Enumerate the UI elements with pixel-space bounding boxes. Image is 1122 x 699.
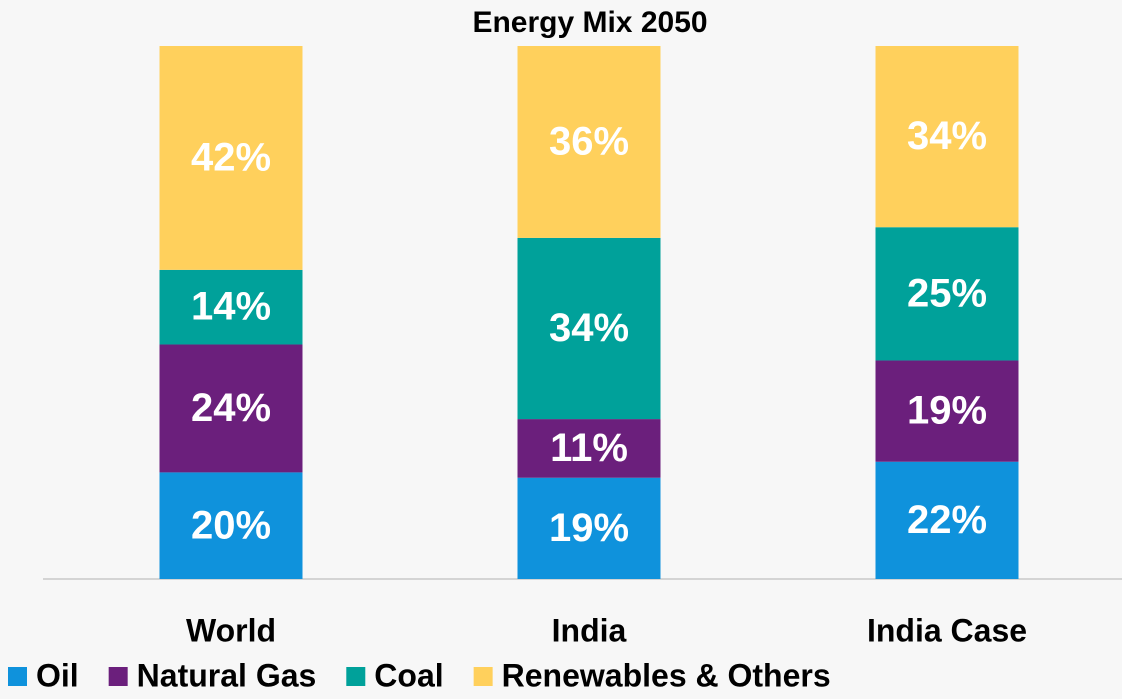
data-label: 22% bbox=[907, 498, 987, 542]
data-label: 11% bbox=[550, 426, 628, 470]
data-label: 42% bbox=[191, 135, 271, 179]
data-label: 19% bbox=[549, 506, 629, 550]
x-tick-label: India Case bbox=[867, 612, 1027, 648]
legend-swatch bbox=[108, 667, 128, 686]
legend-label: Natural Gas bbox=[137, 657, 317, 693]
bar-segment bbox=[875, 360, 1019, 462]
data-label: 14% bbox=[191, 285, 271, 329]
data-label: 25% bbox=[907, 271, 987, 315]
bar-segment bbox=[875, 227, 1019, 361]
bar-segment bbox=[517, 237, 661, 420]
legend-swatch bbox=[473, 667, 493, 686]
data-label: 36% bbox=[549, 120, 629, 164]
legend-swatch bbox=[8, 667, 27, 686]
bar-segment bbox=[159, 472, 303, 579]
bar-segment bbox=[159, 344, 303, 473]
legend-swatch bbox=[346, 667, 366, 686]
bar-segment bbox=[517, 419, 661, 478]
bar-segment bbox=[875, 461, 1019, 579]
data-label: 34% bbox=[549, 306, 629, 350]
bar-segment bbox=[159, 269, 303, 345]
legend-label: Coal bbox=[374, 657, 443, 693]
bar-segment bbox=[159, 46, 303, 270]
data-label: 19% bbox=[907, 389, 987, 433]
data-label: 24% bbox=[191, 386, 271, 430]
data-label: 20% bbox=[191, 503, 271, 547]
x-tick-label: India bbox=[552, 612, 627, 648]
legend-label: Oil bbox=[36, 657, 79, 693]
x-tick-label: World bbox=[186, 612, 276, 648]
data-label: 34% bbox=[907, 114, 987, 158]
bar-segment bbox=[517, 46, 661, 238]
chart-title: Energy Mix 2050 bbox=[472, 6, 707, 39]
bar-segment bbox=[517, 477, 661, 579]
bar-segment bbox=[875, 46, 1019, 228]
legend-label: Renewables & Others bbox=[502, 657, 831, 693]
